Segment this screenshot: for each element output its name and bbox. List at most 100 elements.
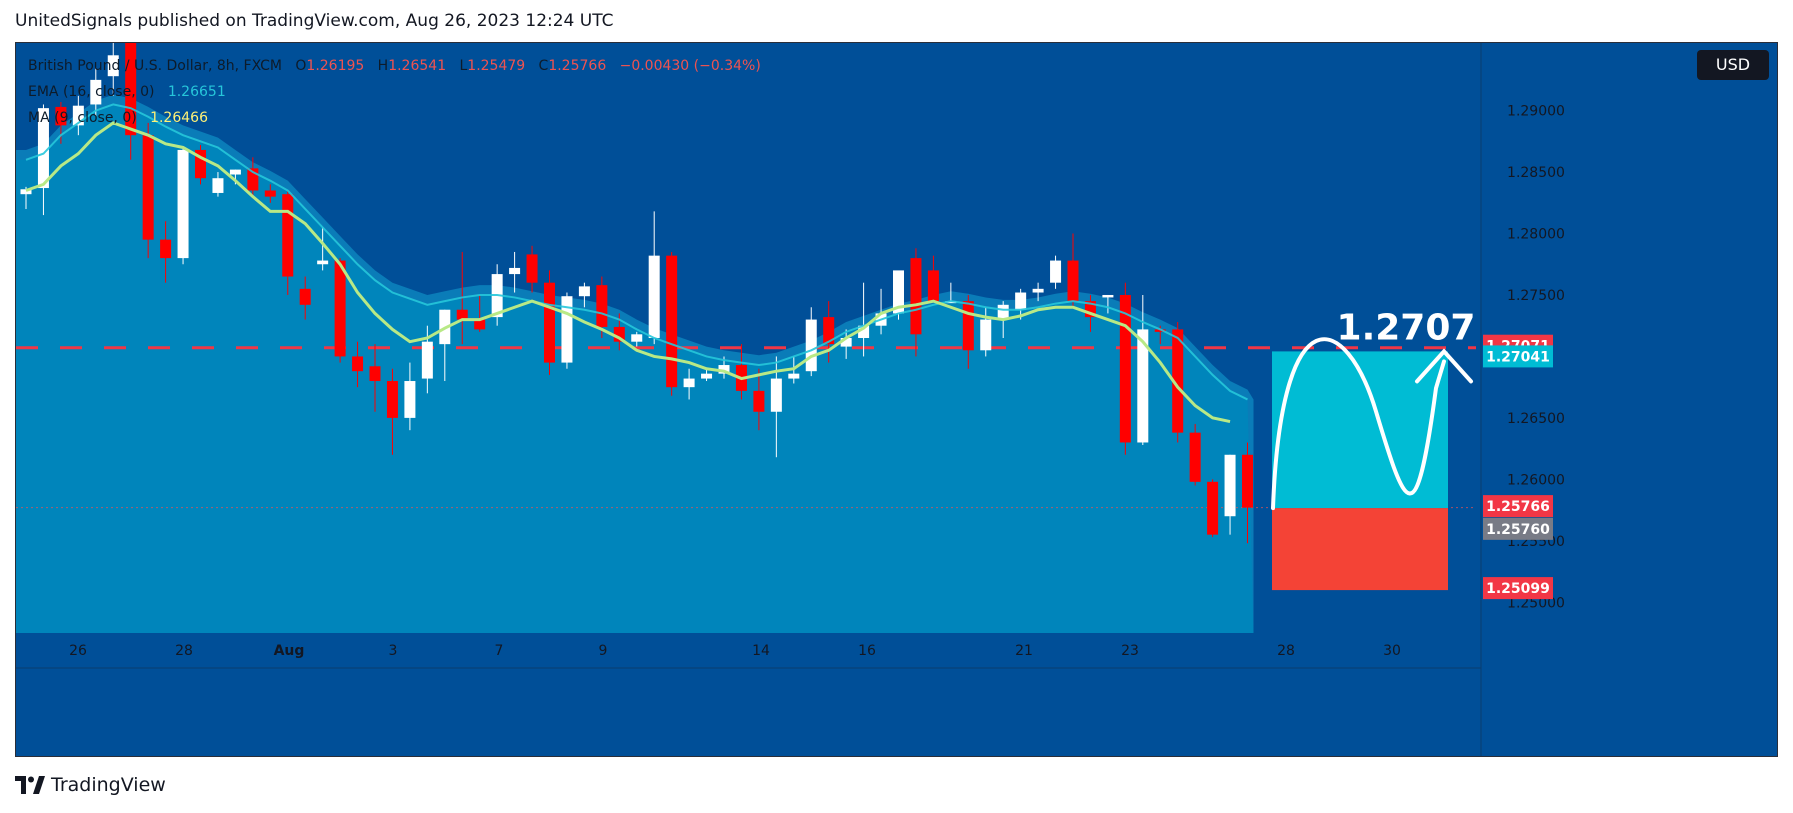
forecast-arrow: 1.2707: [1271, 307, 1475, 511]
candle-body: [631, 334, 643, 342]
forecast-curve: [1271, 337, 1446, 511]
candle: [1067, 233, 1079, 308]
candle-body: [195, 149, 206, 179]
time-tick-label: 26: [69, 643, 87, 659]
candle-body: [334, 260, 346, 357]
candle-body: [264, 190, 276, 197]
candle: [72, 95, 84, 136]
candle: [142, 122, 154, 259]
price-tick-label: 1.29000: [1507, 104, 1565, 120]
candle: [753, 368, 765, 431]
candle: [509, 251, 521, 293]
candle: [1032, 282, 1044, 302]
candle-body: [247, 168, 259, 191]
time-tick-label: 14: [752, 643, 770, 659]
low-label: L: [459, 58, 468, 74]
price-badge: 1.27041: [1483, 345, 1553, 368]
time-tick-label: 3: [389, 643, 398, 659]
candle-body: [456, 309, 468, 320]
candle: [247, 157, 259, 197]
price-tick-label: 1.26000: [1507, 472, 1565, 488]
candle-body: [1189, 432, 1201, 482]
candle-body: [474, 319, 486, 330]
candle-body: [858, 325, 870, 338]
time-tick-label: 9: [599, 643, 608, 659]
candle: [910, 248, 922, 357]
low-value: 1.25479: [467, 58, 526, 74]
symbol-name[interactable]: British Pound / U.S. Dollar, 8h, FXCM: [28, 58, 283, 74]
candle-body: [142, 135, 154, 240]
candle: [596, 276, 608, 338]
price-tick-label: 1.26500: [1507, 411, 1565, 427]
page-title: UnitedSignals published on TradingView.c…: [15, 11, 614, 31]
candle-body: [404, 381, 416, 418]
candle-body: [125, 43, 137, 136]
candle: [90, 67, 102, 117]
price-badge-bg: [1483, 495, 1553, 518]
legend-ema-row[interactable]: EMA (16, close, 0) 1.26651: [28, 79, 761, 105]
candle-body: [701, 373, 713, 379]
candle-body: [578, 286, 590, 297]
candle-body: [1119, 294, 1131, 443]
candles: [20, 43, 1253, 544]
candle: [386, 368, 398, 455]
ema-label: EMA (16, close, 0): [28, 84, 155, 100]
candle: [404, 362, 416, 431]
price-chart[interactable]: 1.2707 1.29000 1.28500 1.28000 1.27500 1.265…: [16, 43, 1778, 757]
candle: [125, 43, 137, 160]
legend-ma-row[interactable]: MA (9, close, 0) 1.26466: [28, 105, 761, 131]
candle: [299, 276, 311, 320]
candle-body: [526, 254, 538, 283]
candle-body: [20, 189, 32, 195]
candle: [1172, 322, 1184, 443]
candle: [160, 221, 172, 283]
candle-body: [177, 149, 189, 259]
candle-body: [421, 341, 433, 379]
price-badge-text: 1.25099: [1486, 581, 1550, 597]
close-value: 1.25766: [548, 58, 607, 74]
time-tick-label: 23: [1121, 643, 1139, 659]
ma-line: [25, 121, 1231, 424]
candle: [1242, 442, 1253, 544]
candle: [631, 331, 643, 347]
candle-body: [90, 79, 102, 105]
candle-body: [613, 326, 625, 342]
candle: [805, 307, 817, 377]
candle: [474, 294, 486, 332]
candle: [55, 102, 67, 144]
candle: [666, 251, 678, 396]
time-tick-label: 7: [495, 643, 504, 659]
candle: [195, 145, 206, 185]
ema-band-inner: [16, 104, 1254, 634]
candle: [701, 368, 713, 382]
candle: [1137, 294, 1149, 445]
candle: [544, 270, 555, 375]
candle-body: [160, 239, 172, 259]
candle-body: [72, 105, 84, 126]
candle: [858, 282, 870, 357]
ema-line: [25, 103, 1248, 401]
axes: 1.29000 1.28500 1.28000 1.27500 1.26500 1.260…: [16, 43, 1565, 756]
candle: [1102, 294, 1114, 314]
chart-panel[interactable]: 1.2707 1.29000 1.28500 1.28000 1.27500 1.265…: [15, 42, 1778, 757]
candle: [369, 344, 381, 412]
candle-body: [229, 169, 241, 175]
high-label: H: [377, 58, 389, 74]
ema-value: 1.26651: [167, 84, 226, 100]
candle-body: [37, 108, 49, 189]
candle: [37, 104, 49, 216]
candle-body: [596, 285, 608, 327]
price-tick-label: 1.27500: [1507, 288, 1565, 304]
candle-body: [55, 106, 67, 126]
candle-body: [788, 373, 800, 379]
candle-body: [369, 366, 381, 382]
price-badge-bg: [1483, 345, 1553, 368]
time-tick-label: 16: [858, 643, 876, 659]
close-label: C: [538, 58, 549, 74]
time-axis-band: [16, 633, 1481, 668]
candle-body: [997, 304, 1009, 320]
currency-button[interactable]: USD: [1697, 50, 1769, 80]
candle-body: [1050, 260, 1062, 283]
candle: [317, 227, 329, 271]
candle-body: [1207, 481, 1219, 535]
